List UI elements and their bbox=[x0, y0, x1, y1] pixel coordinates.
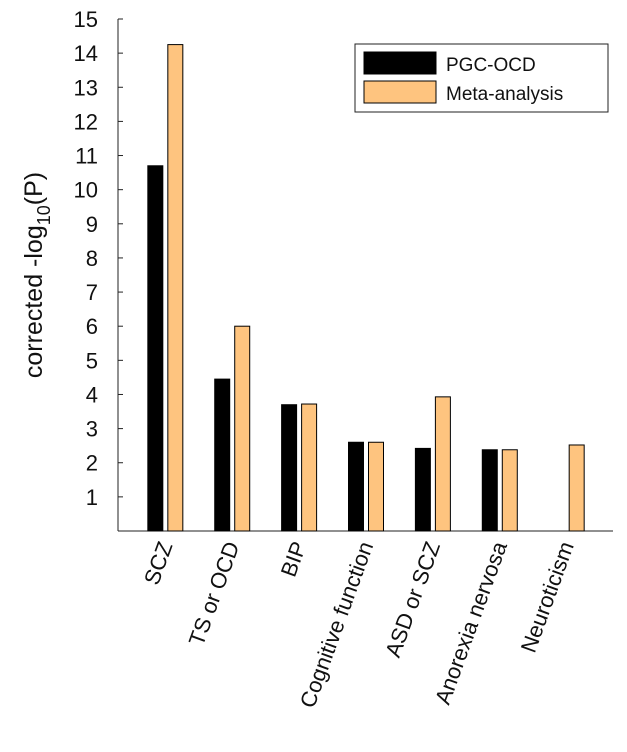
y-label-part: corrected -log bbox=[20, 225, 48, 378]
bar bbox=[368, 441, 384, 532]
y-tick-label: 13 bbox=[74, 75, 98, 100]
bar bbox=[167, 44, 184, 532]
x-tick-label: SCZ bbox=[139, 538, 178, 588]
x-tick-label: Cognitive function bbox=[295, 538, 378, 711]
bar bbox=[301, 403, 318, 532]
y-tick-label: 1 bbox=[86, 485, 98, 510]
x-tick-label: BIP bbox=[276, 538, 312, 580]
legend-label: Meta-analysis bbox=[446, 84, 563, 105]
y-tick-label: 14 bbox=[74, 41, 98, 66]
bar bbox=[281, 404, 298, 532]
y-tick-label: 5 bbox=[86, 348, 98, 373]
bar bbox=[414, 447, 431, 532]
y-tick-label: 2 bbox=[86, 451, 98, 476]
y-tick-label: 11 bbox=[75, 144, 98, 169]
legend: PGC-OCD Meta-analysis bbox=[354, 43, 609, 113]
bar bbox=[234, 325, 251, 532]
y-tick-label: 12 bbox=[74, 109, 98, 134]
bar bbox=[214, 378, 231, 532]
y-label-subscript: 10 bbox=[34, 205, 54, 225]
x-tick-label: Neuroticism bbox=[516, 538, 579, 656]
y-tick-label: 8 bbox=[86, 246, 98, 271]
bar bbox=[147, 165, 164, 532]
x-tick-label: Anorexia nervosa bbox=[430, 537, 512, 707]
legend-label: PGC-OCD bbox=[446, 55, 536, 76]
y-tick-label: 4 bbox=[86, 382, 98, 407]
legend-swatch bbox=[363, 51, 437, 75]
bar bbox=[348, 441, 364, 532]
y-tick-label: 7 bbox=[86, 280, 98, 305]
bar bbox=[434, 396, 451, 532]
y-tick-label: 10 bbox=[74, 178, 98, 203]
y-tick-label: 3 bbox=[86, 417, 98, 442]
legend-swatch bbox=[363, 80, 437, 104]
y-label-part: (P) bbox=[20, 172, 48, 205]
x-tick-label: TS or OCD bbox=[184, 538, 245, 649]
y-tick-label: 9 bbox=[86, 212, 98, 237]
bar bbox=[568, 444, 585, 532]
bar bbox=[501, 449, 518, 532]
bar bbox=[481, 449, 498, 532]
x-tick-label: ASD or SCZ bbox=[380, 538, 445, 660]
y-axis-label: corrected -log10(P) bbox=[20, 172, 54, 378]
y-tick-label: 6 bbox=[86, 314, 98, 339]
y-tick-label: 15 bbox=[74, 7, 98, 32]
